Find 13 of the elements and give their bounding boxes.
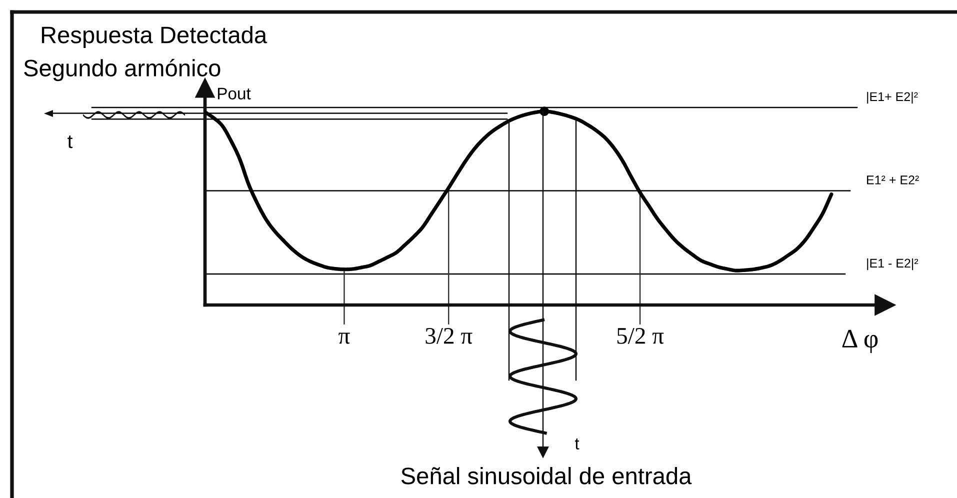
chart-subtitle: Segundo armónico	[24, 58, 220, 82]
x-axis-title: Δ φ	[842, 330, 878, 353]
x-tick-label: π	[338, 332, 350, 344]
text: t	[574, 438, 580, 450]
chart-title: Respuesta Detectada	[42, 26, 268, 48]
text: Señal sinusoidal de entrada	[401, 466, 692, 484]
ref-line-label: |E1+ E2|²	[867, 92, 918, 104]
ref-line-label: |E1 - E2|²	[867, 258, 918, 270]
x-tick-label: 3/2 π	[426, 328, 472, 344]
x-tick-label: 5/2 π	[617, 328, 664, 344]
ref-line-label: E1² + E2²	[867, 176, 919, 184]
y-axis-title: Pout	[218, 88, 251, 100]
text: t	[68, 135, 73, 148]
